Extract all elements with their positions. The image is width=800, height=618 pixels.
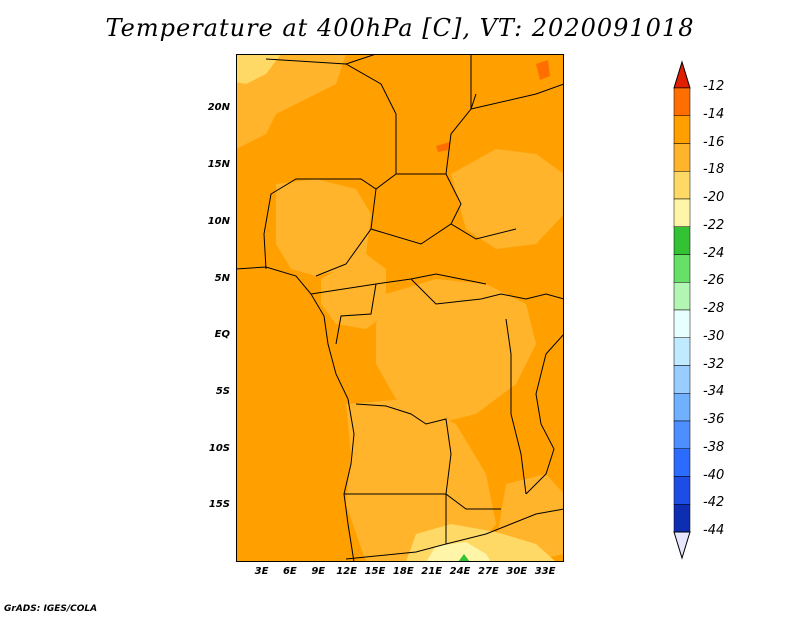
colorbar-tick-label: -40 [703, 467, 725, 483]
lat-tick-label: 5N [214, 272, 230, 284]
colorbar-swatch [673, 171, 691, 200]
colorbar-swatch [673, 87, 691, 116]
colorbar-tick-label: -44 [703, 523, 725, 538]
colorbar-swatch [673, 504, 691, 533]
colorbar-tick-label: -12 [703, 79, 725, 94]
lon-tick-label: 33E [534, 566, 556, 577]
colorbar-swatch [673, 420, 691, 449]
colorbar-tick-label: -16 [703, 134, 725, 150]
lon-tick-label: 6E [282, 566, 297, 577]
colorbar-swatch [673, 143, 691, 172]
colorbar-tick-label: -24 [703, 245, 725, 261]
colorbar-swatch [673, 337, 691, 366]
colorbar-tick-label: -38 [703, 439, 725, 455]
colorbar-tick-label: -28 [703, 301, 725, 316]
lon-tick-label: 3E [254, 566, 269, 577]
lon-tick-label: 9E [311, 566, 326, 577]
temperature-map [236, 54, 564, 562]
lat-tick-label: 5S [215, 385, 230, 397]
field-region-south-paler [426, 542, 491, 562]
colorbar-swatch [673, 309, 691, 338]
field-region-green-spot [458, 554, 470, 562]
field-region-north-pale [236, 54, 281, 84]
colorbar [673, 60, 691, 560]
lat-tick-label: 20N [207, 102, 230, 114]
field-region-nile-warm [536, 60, 550, 80]
lat-tick-label: EQ [214, 329, 230, 341]
coastlines-and-borders [236, 54, 564, 562]
colorbar-swatch [673, 198, 691, 227]
colorbar-tick-label: -26 [703, 273, 725, 289]
colorbar-swatch [673, 365, 691, 394]
colorbar-tick-label: -36 [703, 412, 725, 427]
colorbar-swatch [673, 226, 691, 255]
lon-tick-label: 15E [364, 566, 386, 577]
colorbar-swatch [673, 476, 691, 505]
field-region-east-light [451, 149, 564, 249]
map-title: Temperature at 400hPa [C], VT: 202009101… [105, 14, 695, 42]
colorbar-tick-label: -42 [703, 495, 725, 511]
colorbar-swatch [673, 448, 691, 477]
colorbar-tick-label: -18 [703, 162, 725, 178]
lat-tick-label: 15S [208, 499, 230, 511]
field-region-north-light [236, 54, 346, 149]
field-region-cameroon-light [321, 254, 386, 329]
colorbar-bottom-arrow [673, 531, 691, 560]
colorbar-tick-label: -32 [703, 356, 725, 372]
colorbar-tick-label: -34 [703, 384, 725, 400]
map-border [236, 54, 564, 562]
field-region-central-light [376, 279, 536, 424]
colorbar-tick-label: -30 [703, 328, 725, 344]
colorbar-swatch [673, 115, 691, 144]
colorbar-swatch [673, 282, 691, 311]
field-region-nigeria-light [276, 179, 371, 276]
lat-tick-label: 10N [207, 215, 230, 227]
colorbar-tick-label: -22 [703, 217, 725, 233]
colorbar-swatch [673, 393, 691, 422]
field-region-warm-spot [436, 142, 450, 152]
lon-tick-label: 18E [392, 566, 414, 577]
colorbar-tick-label: -14 [703, 106, 725, 122]
lon-tick-label: 24E [449, 566, 471, 577]
lat-tick-label: 10S [208, 442, 230, 454]
field-region-southwest-light [346, 399, 496, 562]
lon-tick-label: 21E [421, 566, 443, 577]
lat-tick-label: 15N [207, 159, 230, 171]
lon-tick-label: 30E [506, 566, 528, 577]
colorbar-swatch [673, 254, 691, 283]
lon-tick-label: 12E [336, 566, 357, 577]
colorbar-tick-label: -20 [703, 190, 725, 205]
colorbar-top-arrow [673, 60, 691, 89]
footer-credit: GrADS: IGES/COLA [4, 604, 98, 614]
lon-tick-label: 27E [478, 566, 499, 577]
